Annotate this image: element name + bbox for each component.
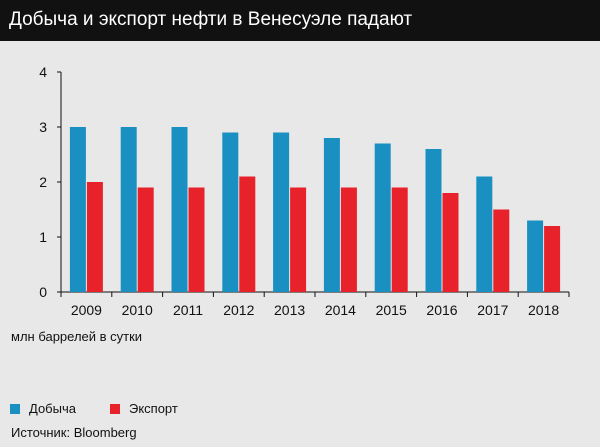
legend-item-production: Добыча bbox=[10, 401, 76, 416]
legend-label-export: Экспорт bbox=[128, 401, 178, 416]
bar-production bbox=[120, 127, 137, 292]
x-tick-label: 2009 bbox=[71, 302, 102, 318]
bar-production bbox=[425, 149, 442, 292]
bar-production bbox=[222, 132, 239, 292]
bar-export bbox=[239, 176, 256, 292]
bar-production bbox=[374, 143, 391, 292]
bar-production bbox=[171, 127, 188, 292]
bar-export bbox=[442, 193, 459, 292]
source-note: Источник: Bloomberg bbox=[11, 425, 137, 440]
x-tick-label: 2016 bbox=[426, 302, 457, 318]
x-tick-label: 2018 bbox=[528, 302, 559, 318]
bar-export bbox=[493, 209, 510, 292]
legend-swatch-export bbox=[109, 403, 120, 414]
x-tick-label: 2012 bbox=[223, 302, 254, 318]
bar-production bbox=[527, 220, 544, 292]
bar-export bbox=[86, 182, 103, 292]
y-tick-label: 0 bbox=[39, 284, 47, 300]
bar-production bbox=[476, 176, 493, 292]
y-tick-label: 4 bbox=[39, 64, 47, 80]
y-tick-label: 3 bbox=[39, 119, 47, 135]
legend: Добыча Экспорт bbox=[10, 401, 212, 416]
bar-production bbox=[69, 127, 86, 292]
units-label: млн баррелей в сутки bbox=[11, 329, 143, 344]
bar-production bbox=[273, 132, 290, 292]
x-tick-label: 2017 bbox=[477, 302, 508, 318]
legend-label-production: Добыча bbox=[29, 401, 76, 416]
bar-export bbox=[188, 187, 205, 292]
bar-export bbox=[391, 187, 408, 292]
x-tick-label: 2015 bbox=[376, 302, 407, 318]
y-tick-label: 1 bbox=[39, 229, 47, 245]
title-bar: Добыча и экспорт нефти в Венесуэле падаю… bbox=[0, 0, 600, 41]
bar-export bbox=[340, 187, 357, 292]
legend-item-export: Экспорт bbox=[109, 401, 178, 416]
bar-export bbox=[137, 187, 154, 292]
x-tick-label: 2013 bbox=[274, 302, 305, 318]
bar-export bbox=[290, 187, 307, 292]
bar-production bbox=[323, 138, 340, 292]
x-tick-label: 2011 bbox=[173, 302, 203, 318]
legend-swatch-production bbox=[10, 403, 20, 414]
chart-title: Добыча и экспорт нефти в Венесуэле падаю… bbox=[9, 9, 413, 30]
bar-export bbox=[544, 226, 561, 292]
x-tick-label: 2010 bbox=[122, 302, 153, 318]
x-tick-label: 2014 bbox=[325, 302, 356, 318]
y-tick-label: 2 bbox=[39, 174, 47, 190]
